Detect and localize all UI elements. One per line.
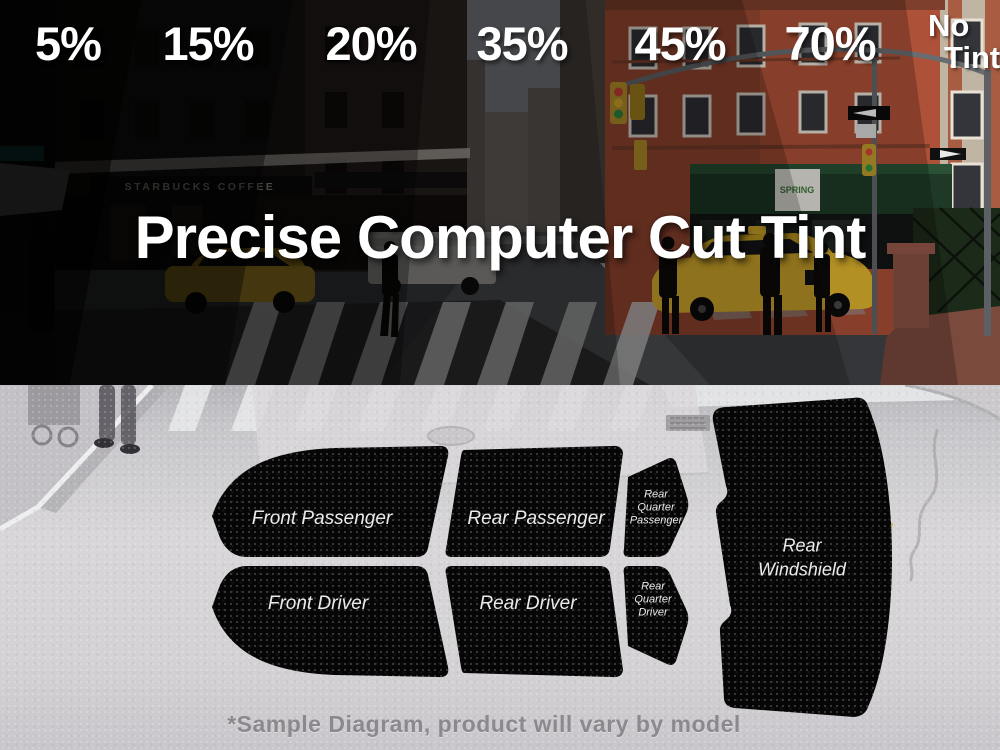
tint-bands-overlay xyxy=(0,0,958,385)
tint-label-35: 35% xyxy=(476,17,568,70)
manhole xyxy=(427,426,475,446)
tint-label-45: 45% xyxy=(634,17,726,70)
band-45 xyxy=(586,0,850,385)
band-70 xyxy=(742,0,958,385)
band-20 xyxy=(225,0,430,385)
pedestrian-legs xyxy=(94,385,140,454)
tint-label-70: 70% xyxy=(784,17,876,70)
rear-quarter-passenger-label: Rear Quarter Passenger xyxy=(629,488,683,527)
no-tint-line2: Tint xyxy=(944,39,1000,75)
rear-quarter-passenger-window xyxy=(623,458,689,557)
street-photo: SPRING xyxy=(0,0,1000,385)
no-tint-line1: No xyxy=(928,8,970,43)
tint-label-no-tint: No Tint xyxy=(908,10,1000,73)
tint-label-20: 20% xyxy=(325,17,417,70)
storm-grate xyxy=(666,415,710,431)
traffic-signals xyxy=(610,46,991,336)
page-title: Precise Computer Cut Tint xyxy=(134,204,867,271)
tint-label-5: 5% xyxy=(35,17,102,70)
rear-driver-label: Rear Driver xyxy=(479,593,577,614)
band-35 xyxy=(400,0,620,385)
rear-windshield-label: Rear Windshield xyxy=(758,535,846,580)
rear-quarter-driver-window xyxy=(623,566,689,665)
rear-windshield-piece xyxy=(712,397,892,717)
front-passenger-window xyxy=(212,445,449,557)
band-5 xyxy=(0,0,142,385)
pavement-scene xyxy=(0,385,1000,750)
rear-passenger-window xyxy=(445,445,623,557)
front-passenger-label: Front Passenger xyxy=(251,508,393,529)
poster-text: SPRING xyxy=(780,185,815,195)
sample-disclaimer: *Sample Diagram, product will vary by mo… xyxy=(227,711,741,737)
rear-driver-window xyxy=(445,566,623,678)
rear-passenger-label: Rear Passenger xyxy=(467,508,605,529)
awning-poster xyxy=(775,169,820,211)
hand-cart xyxy=(28,385,80,448)
street-scene: SPRING xyxy=(0,0,1000,385)
film-pieces xyxy=(212,397,892,717)
rear-quarter-driver-label: Rear Quarter Driver xyxy=(634,580,672,619)
front-driver-window xyxy=(212,566,449,678)
right-curb xyxy=(904,385,1000,421)
pavement-crack xyxy=(908,428,940,582)
band-15 xyxy=(70,0,293,385)
pavement-diagram xyxy=(0,385,1000,750)
front-driver-label: Front Driver xyxy=(267,593,369,614)
tint-label-15: 15% xyxy=(162,17,254,70)
